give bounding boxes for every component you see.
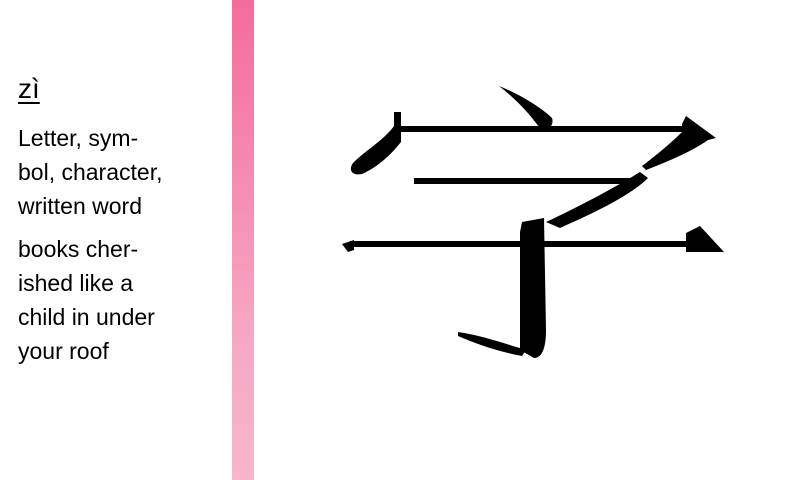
- hanzi-display: [254, 0, 800, 480]
- stroke-roof-horizontal: [401, 126, 682, 132]
- stroke-bottom-horizontal-start: [342, 240, 354, 252]
- definition-primary: Letter, sym- bol, character, written wor…: [18, 125, 163, 219]
- stroke-middle-diagonal: [546, 172, 648, 228]
- definition-mnemonic: books cher- ished like a child in under …: [18, 236, 155, 364]
- stroke-bottom-horizontal-end: [686, 226, 724, 252]
- pinyin-label: zì: [18, 73, 40, 104]
- stroke-roof-left: [350, 112, 401, 175]
- pink-divider-bar: [232, 0, 254, 480]
- stroke-bottom-hook: [458, 332, 526, 356]
- stroke-roof-right-hook: [642, 116, 716, 170]
- stroke-vertical: [520, 218, 546, 358]
- hanzi-character-glyph: [342, 86, 724, 358]
- stroke-middle-horizontal: [414, 178, 640, 184]
- definition-panel: zì Letter, sym- bol, character, written …: [0, 0, 232, 480]
- stroke-bottom-horizontal: [350, 241, 686, 247]
- stroke-top-dot: [499, 86, 553, 131]
